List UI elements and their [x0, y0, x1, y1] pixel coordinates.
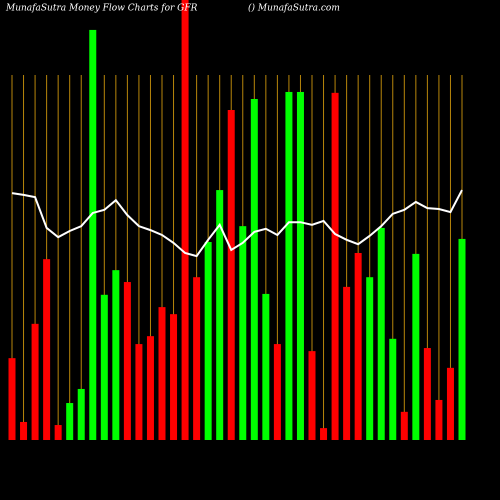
bar [412, 253, 420, 440]
bar [112, 270, 120, 440]
bar [354, 253, 362, 440]
bar [366, 277, 374, 440]
bar [285, 91, 293, 441]
chart-title: MunafaSutra Money Flow Charts for GFR [5, 4, 198, 14]
bar [20, 421, 28, 440]
bar [239, 226, 247, 440]
bar [54, 425, 62, 440]
bar [377, 227, 385, 440]
bar [146, 336, 154, 440]
bar [77, 388, 85, 440]
bar [31, 323, 39, 440]
bar [262, 293, 270, 440]
bar [273, 344, 281, 440]
bar [66, 403, 74, 440]
bar [43, 259, 51, 440]
bar [435, 399, 443, 440]
bar [400, 411, 408, 440]
bar [204, 242, 212, 440]
bar [331, 92, 339, 440]
money-flow-line [11, 189, 463, 258]
bar [320, 428, 328, 440]
bar [100, 294, 108, 440]
bar [343, 286, 351, 440]
bar [158, 307, 166, 440]
bar [423, 348, 431, 440]
bar [446, 367, 454, 440]
bar [296, 91, 304, 441]
chart-subtitle: () MunafaSutra.com [248, 3, 340, 14]
bar [227, 110, 235, 440]
bar [193, 277, 201, 440]
bar [8, 358, 16, 440]
bar [123, 282, 131, 440]
bar [389, 338, 397, 440]
bar [250, 99, 258, 440]
bar [170, 314, 178, 440]
bar [308, 351, 316, 440]
bars [8, 0, 466, 441]
bar [89, 29, 97, 440]
bar [458, 238, 466, 440]
bar [216, 190, 224, 440]
bar [181, 0, 189, 440]
bar [135, 344, 143, 440]
